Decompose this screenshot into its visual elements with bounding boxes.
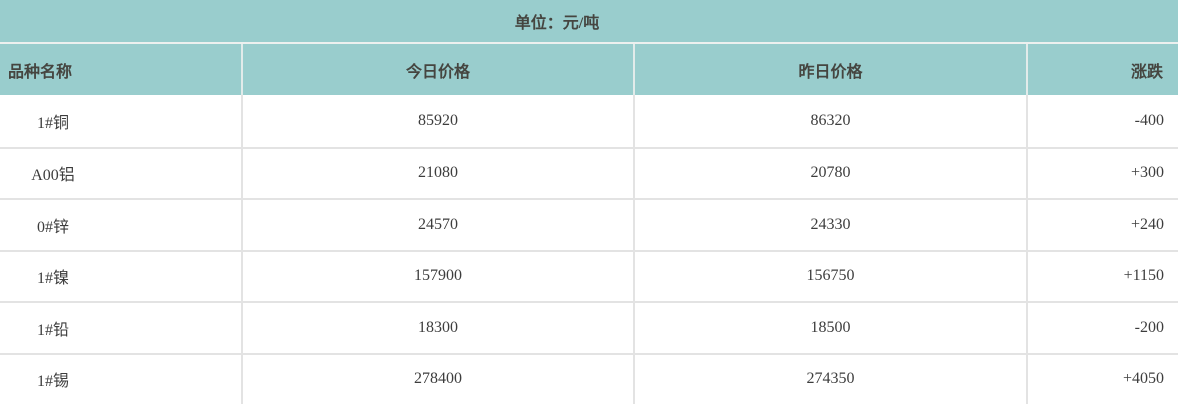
column-header-change: 涨跌 bbox=[1130, 63, 1163, 81]
cell-yesterday-price: 24330 bbox=[635, 200, 1028, 250]
unit-label: 单位：元/吨 bbox=[514, 15, 600, 32]
column-header-variety: 品种名称 bbox=[0, 44, 243, 95]
cell-variety-name: A00铝 bbox=[0, 148, 243, 198]
cell-change: +300 bbox=[1130, 164, 1164, 182]
table-row: 1#铜 85920 86320 -400 bbox=[0, 95, 1178, 147]
cell-variety-name: 1#铜 bbox=[0, 95, 243, 147]
table-header-row: 品种名称 今日价格 昨日价格 涨跌 bbox=[0, 42, 1178, 95]
unit-bar: 单位：元/吨 bbox=[0, 0, 1178, 42]
table-row: 0#锌 24570 24330 +240 bbox=[0, 198, 1178, 250]
cell-variety-name: 1#镍 bbox=[0, 251, 243, 301]
cell-variety-name: 1#锡 bbox=[0, 354, 243, 404]
cell-change: -400 bbox=[1134, 111, 1164, 129]
cell-yesterday-price: 274350 bbox=[635, 354, 1028, 404]
column-header-yesterday-price: 昨日价格 bbox=[635, 44, 1028, 95]
table-row: A00铝 21080 20780 +300 bbox=[0, 146, 1178, 198]
cell-today-price: 24570 bbox=[243, 200, 635, 250]
cell-today-price: 18300 bbox=[243, 303, 635, 353]
cell-yesterday-price: 86320 bbox=[635, 95, 1028, 147]
cell-change: -200 bbox=[1134, 318, 1164, 336]
table-row: 1#镍 157900 156750 +1150 bbox=[0, 249, 1178, 301]
cell-change: +4050 bbox=[1122, 370, 1164, 388]
table-row: 1#锡 278400 274350 +4050 bbox=[0, 352, 1178, 404]
cell-today-price: 21080 bbox=[243, 148, 635, 198]
cell-today-price: 85920 bbox=[243, 95, 635, 147]
cell-yesterday-price: 18500 bbox=[635, 303, 1028, 353]
table-row: 1#铅 18300 18500 -200 bbox=[0, 301, 1178, 353]
cell-change: +240 bbox=[1130, 215, 1164, 233]
cell-today-price: 157900 bbox=[243, 251, 635, 301]
cell-variety-name: 1#铅 bbox=[0, 303, 243, 353]
cell-yesterday-price: 20780 bbox=[635, 148, 1028, 198]
cell-today-price: 278400 bbox=[243, 354, 635, 404]
column-header-today-price: 今日价格 bbox=[243, 44, 635, 95]
cell-variety-name: 0#锌 bbox=[0, 200, 243, 250]
cell-change: +1150 bbox=[1123, 267, 1164, 285]
cell-yesterday-price: 156750 bbox=[635, 251, 1028, 301]
